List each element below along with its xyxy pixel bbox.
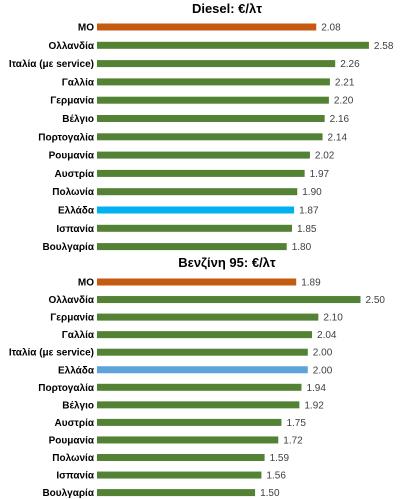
petrol-value-label: 1.89 xyxy=(301,278,321,289)
petrol-category-label: Πορτογαλία xyxy=(38,383,95,394)
diesel-value-label: 1.90 xyxy=(302,187,322,198)
diesel-value-label: 1.97 xyxy=(310,169,330,180)
petrol-category-label: Ιταλία (με service) xyxy=(9,348,94,359)
petrol-bar xyxy=(97,471,262,479)
diesel-category-label: Ολλανδία xyxy=(49,41,95,52)
diesel-value-label: 2.16 xyxy=(330,114,350,125)
petrol-bar xyxy=(97,348,308,356)
diesel-bar xyxy=(97,206,295,214)
diesel-category-label: Ρουμανία xyxy=(49,151,95,162)
diesel-bar xyxy=(97,224,292,232)
petrol-bar xyxy=(97,296,361,304)
petrol-value-label: 1.75 xyxy=(286,418,306,429)
petrol-category-label: ΜΟ xyxy=(78,278,94,289)
diesel-bar xyxy=(97,78,330,86)
petrol-value-label: 1.92 xyxy=(304,400,324,411)
diesel-value-label: 1.87 xyxy=(299,206,319,217)
petrol-value-label: 2.00 xyxy=(313,348,333,359)
petrol-bar xyxy=(97,331,313,339)
diesel-bar xyxy=(97,96,329,104)
petrol-bar xyxy=(97,383,302,391)
petrol-bar xyxy=(97,489,256,497)
diesel-category-label: Ελλάδα xyxy=(58,206,95,217)
diesel-category-label: Πορτογαλία xyxy=(38,132,95,143)
diesel-category-label: Ισπανία xyxy=(56,224,94,235)
petrol-value-label: 1.72 xyxy=(283,435,303,446)
petrol-category-label: Γαλλία xyxy=(62,330,95,341)
petrol-category-label: Ισπανία xyxy=(56,471,94,482)
diesel-chart: Diesel: €/λτ ΜΟ 2.08 Ολλανδία 2.58 Ιταλία (με… xyxy=(9,1,394,253)
petrol-category-label: Ολλανδία xyxy=(49,295,95,306)
petrol-bar xyxy=(97,454,265,461)
petrol-chart-title: Βενζίνη 95: €/λτ xyxy=(178,255,276,270)
diesel-bar xyxy=(97,115,325,122)
diesel-category-label: Βέλγιο xyxy=(62,114,94,125)
diesel-value-label: 2.21 xyxy=(335,77,355,88)
diesel-bar xyxy=(97,60,336,68)
petrol-bar xyxy=(97,436,279,444)
diesel-bar xyxy=(97,243,287,251)
diesel-value-label: 2.02 xyxy=(315,151,335,162)
petrol-value-label: 2.00 xyxy=(313,365,333,376)
petrol-category-label: Αυστρία xyxy=(55,418,95,429)
petrol-value-label: 2.04 xyxy=(317,330,337,341)
diesel-category-label: ΜΟ xyxy=(78,23,94,34)
petrol-bar xyxy=(97,313,319,321)
diesel-value-label: 2.14 xyxy=(328,132,348,143)
diesel-value-label: 2.58 xyxy=(374,41,394,52)
diesel-category-label: Γερμανία xyxy=(50,96,95,107)
diesel-chart-title: Diesel: €/λτ xyxy=(192,1,262,16)
diesel-value-label: 1.85 xyxy=(297,224,317,235)
petrol-category-label: Ρουμανία xyxy=(49,435,95,446)
diesel-value-label: 2.08 xyxy=(321,23,341,34)
petrol-value-label: 2.50 xyxy=(366,295,386,306)
petrol-bar xyxy=(97,278,297,286)
petrol-value-label: 1.56 xyxy=(266,471,286,482)
diesel-bar xyxy=(97,133,323,141)
diesel-category-label: Βουλγαρία xyxy=(42,242,94,253)
petrol-value-label: 2.10 xyxy=(323,313,343,324)
petrol-category-label: Βέλγιο xyxy=(62,400,94,411)
petrol-bar xyxy=(97,401,300,409)
petrol-bar xyxy=(97,418,282,426)
diesel-category-label: Γαλλία xyxy=(62,77,95,88)
petrol-category-label: Ελλάδα xyxy=(58,365,95,376)
petrol-bar xyxy=(97,366,308,374)
diesel-bar xyxy=(97,23,317,31)
diesel-bar xyxy=(97,151,310,159)
diesel-category-label: Αυστρία xyxy=(55,169,95,180)
petrol-value-label: 1.94 xyxy=(306,383,326,394)
diesel-value-label: 2.20 xyxy=(334,96,354,107)
diesel-bar xyxy=(97,188,298,196)
petrol-category-label: Γερμανία xyxy=(50,313,95,324)
diesel-category-label: Πολωνία xyxy=(52,187,95,198)
diesel-value-label: 1.80 xyxy=(292,242,312,253)
diesel-category-label: Ιταλία (με service) xyxy=(9,59,94,70)
petrol-category-label: Βουλγαρία xyxy=(42,488,94,499)
petrol-value-label: 1.50 xyxy=(260,488,280,499)
diesel-value-label: 2.26 xyxy=(340,59,360,70)
petrol-value-label: 1.59 xyxy=(270,453,290,464)
petrol-chart: Βενζίνη 95: €/λτ ΜΟ 1.89 Ολλανδία 2.50 Γερμαν… xyxy=(9,255,386,499)
petrol-category-label: Πολωνία xyxy=(52,453,95,464)
diesel-bar xyxy=(97,41,369,49)
diesel-bar xyxy=(97,169,305,177)
